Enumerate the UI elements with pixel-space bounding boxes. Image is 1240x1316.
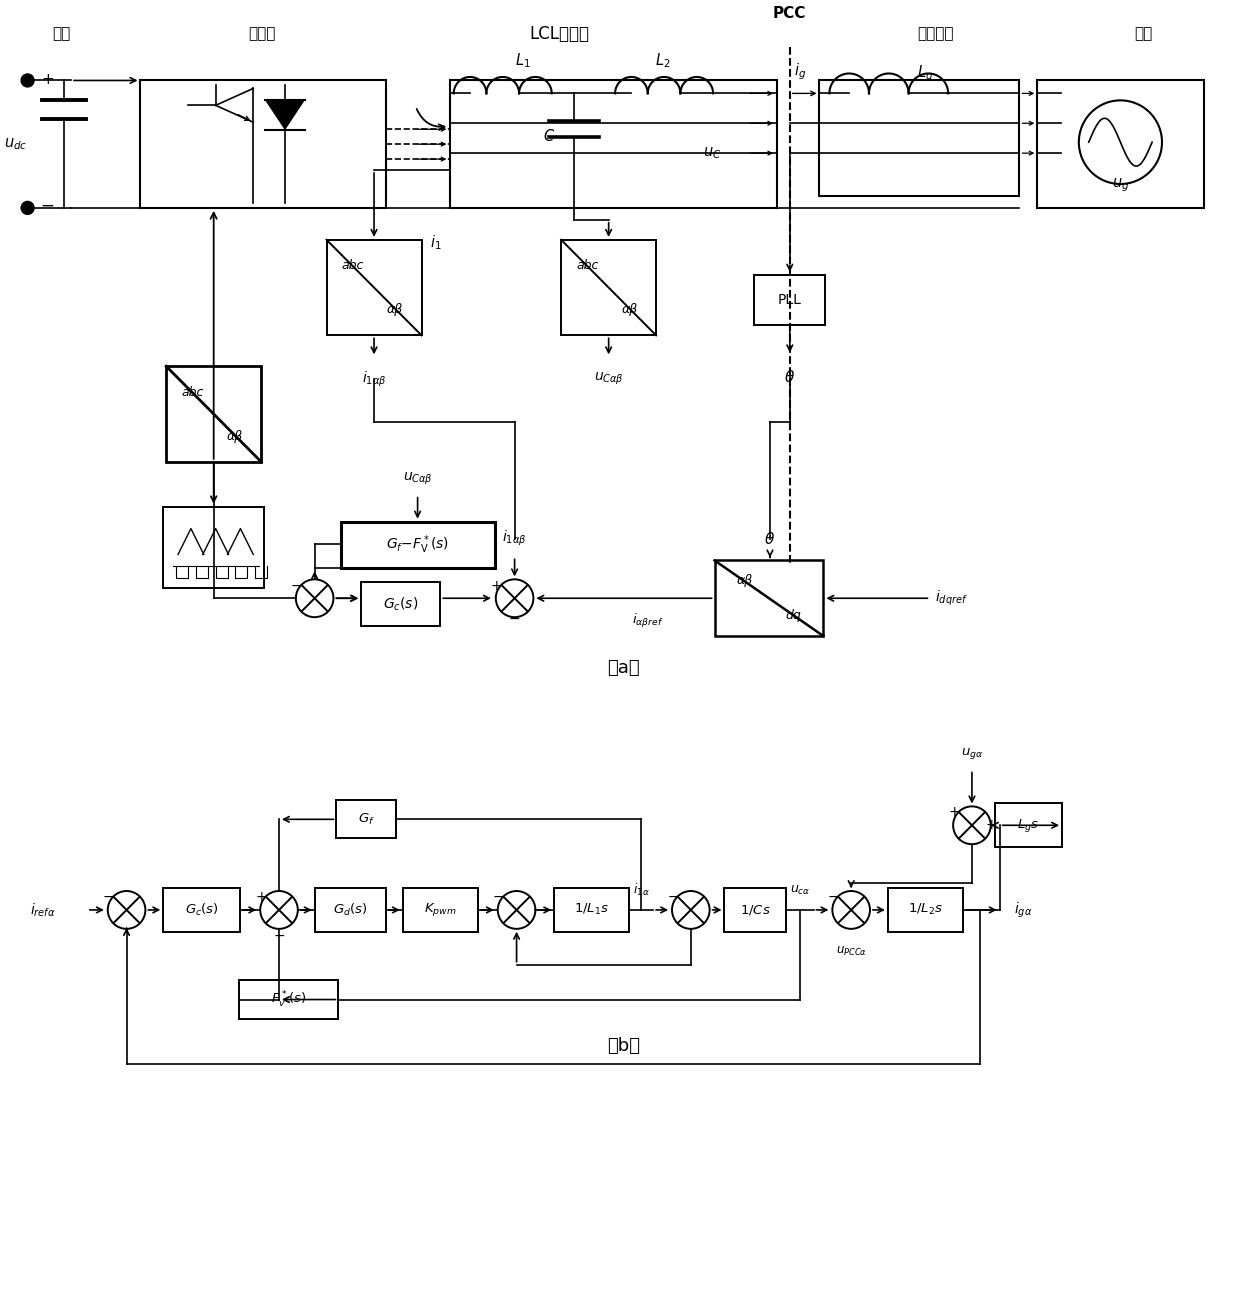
Text: +: + — [949, 805, 960, 820]
Text: −: − — [827, 890, 839, 904]
Text: $i_{dqref}$: $i_{dqref}$ — [935, 588, 968, 608]
Bar — [315, 888, 386, 932]
Bar — [361, 582, 440, 626]
Text: $u_{C\alpha\beta}$: $u_{C\alpha\beta}$ — [403, 471, 433, 487]
Text: abc: abc — [181, 386, 203, 399]
Text: $G_d(s)$: $G_d(s)$ — [334, 901, 367, 919]
Text: $\theta$: $\theta$ — [765, 530, 775, 546]
Text: $G_f$$-$$F_{\rm V}^*(s)$: $G_f$$-$$F_{\rm V}^*(s)$ — [386, 533, 449, 555]
Text: $1/L_2s$: $1/L_2s$ — [908, 903, 942, 917]
Bar — [994, 803, 1061, 848]
Text: $u_{g\alpha}$: $u_{g\alpha}$ — [961, 746, 983, 761]
Text: $i_{ref\alpha}$: $i_{ref\alpha}$ — [30, 901, 55, 919]
Text: $K_{pwm}$: $K_{pwm}$ — [424, 901, 456, 919]
Text: $G_c(s)$: $G_c(s)$ — [383, 596, 418, 613]
Text: $1/Cs$: $1/Cs$ — [740, 903, 770, 917]
Text: abc: abc — [342, 259, 365, 272]
Text: $C$: $C$ — [543, 128, 556, 145]
Text: $i_{1\alpha\beta}$: $i_{1\alpha\beta}$ — [502, 529, 527, 549]
Text: $L_g$: $L_g$ — [918, 63, 934, 84]
Text: PCC: PCC — [773, 7, 806, 21]
Text: （b）: （b） — [608, 1037, 640, 1055]
Text: abc: abc — [577, 259, 599, 272]
Bar — [1038, 80, 1204, 208]
Bar — [754, 275, 826, 325]
Text: −: − — [41, 197, 55, 215]
Text: +: + — [255, 890, 267, 904]
Text: $L_2$: $L_2$ — [655, 51, 671, 70]
Text: $u_{dc}$: $u_{dc}$ — [4, 137, 27, 153]
Polygon shape — [265, 100, 305, 130]
Text: $L_gs$: $L_gs$ — [1017, 817, 1039, 834]
Text: $G_f$: $G_f$ — [358, 812, 374, 826]
Bar — [562, 240, 656, 336]
Text: −: − — [508, 612, 521, 626]
Text: 逆变桥: 逆变桥 — [248, 26, 275, 41]
Bar — [554, 888, 630, 932]
Text: $1/L_1s$: $1/L_1s$ — [574, 903, 609, 917]
Bar — [326, 240, 422, 336]
Bar — [888, 888, 963, 932]
Text: 电源: 电源 — [52, 26, 71, 41]
Bar — [164, 888, 241, 932]
Bar — [239, 979, 339, 1020]
Text: −: − — [291, 579, 303, 594]
Text: $u_g$: $u_g$ — [1112, 176, 1130, 193]
Text: −: − — [494, 890, 505, 904]
Text: $i_1$: $i_1$ — [429, 233, 441, 253]
Text: $u_{C\alpha\beta}$: $u_{C\alpha\beta}$ — [594, 371, 624, 387]
Text: +: + — [986, 819, 997, 832]
Text: αβ: αβ — [387, 303, 403, 316]
Text: PLL: PLL — [777, 292, 802, 307]
Text: $i_g$: $i_g$ — [794, 61, 806, 82]
Text: $i_{1\alpha}$: $i_{1\alpha}$ — [632, 882, 650, 898]
Text: $i_{1\alpha\beta}$: $i_{1\alpha\beta}$ — [362, 370, 386, 388]
Text: −: − — [273, 929, 285, 942]
Circle shape — [21, 201, 33, 215]
Text: LCL滤波器: LCL滤波器 — [529, 25, 589, 42]
Text: dq: dq — [785, 609, 801, 622]
Text: $F_v^*(s)$: $F_v^*(s)$ — [272, 990, 306, 1009]
Text: αβ: αβ — [227, 429, 243, 442]
Text: $G_c(s)$: $G_c(s)$ — [185, 901, 218, 919]
Bar — [341, 521, 495, 569]
Bar — [450, 80, 777, 208]
Text: $i_{g\alpha}$: $i_{g\alpha}$ — [1014, 900, 1033, 920]
Bar — [403, 888, 477, 932]
Bar — [820, 80, 1019, 196]
Bar — [714, 561, 823, 636]
Text: 电网阻抗: 电网阻抗 — [918, 26, 954, 41]
Text: $u_{c\alpha}$: $u_{c\alpha}$ — [790, 883, 810, 896]
Text: +: + — [491, 579, 502, 594]
Bar — [164, 507, 264, 588]
Text: $u_{PCC\alpha}$: $u_{PCC\alpha}$ — [836, 945, 867, 958]
Text: αβ: αβ — [737, 574, 753, 587]
Bar — [336, 800, 396, 838]
Text: $\theta$: $\theta$ — [784, 370, 795, 386]
Text: $i_{\alpha\beta ref}$: $i_{\alpha\beta ref}$ — [632, 612, 665, 630]
Text: （a）: （a） — [608, 659, 640, 676]
Text: $u_C$: $u_C$ — [703, 145, 722, 161]
Text: 电网: 电网 — [1135, 26, 1152, 41]
Bar — [724, 888, 786, 932]
Text: −: − — [667, 890, 678, 904]
Bar — [166, 366, 262, 462]
Circle shape — [21, 74, 33, 87]
Bar — [140, 80, 386, 208]
Text: −: − — [103, 890, 114, 904]
Text: $L_1$: $L_1$ — [515, 51, 531, 70]
Text: +: + — [41, 72, 53, 87]
Text: αβ: αβ — [621, 303, 637, 316]
